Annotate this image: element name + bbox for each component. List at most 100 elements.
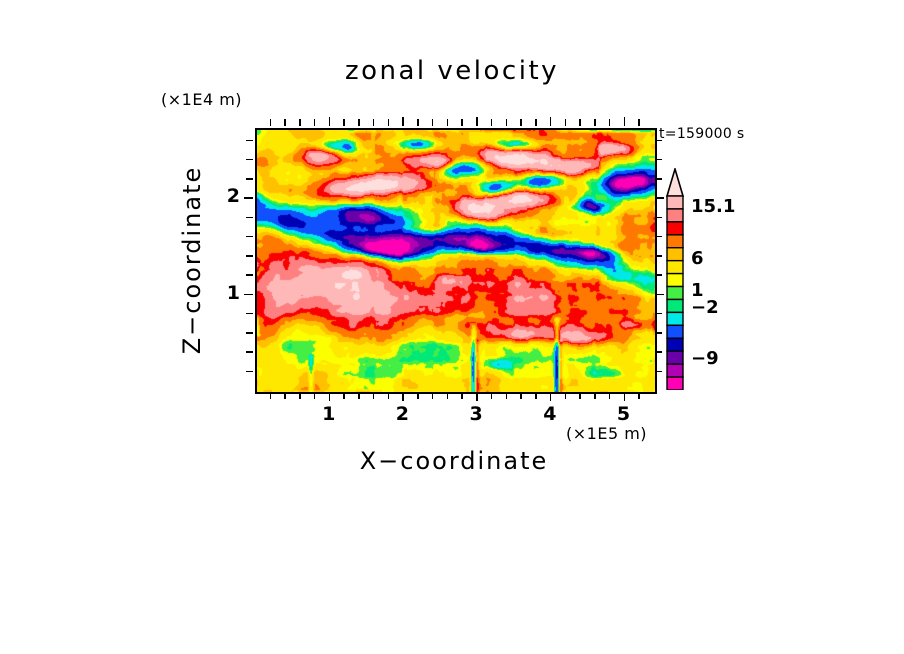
y-axis-minor-tick — [246, 312, 253, 315]
y-axis-minor-tick-right — [655, 312, 662, 315]
colorbar-band — [666, 272, 684, 288]
colorbar-tick-label: 6 — [691, 248, 704, 269]
x-axis-minor-tick — [490, 392, 493, 399]
y-axis-minor-tick — [246, 235, 253, 238]
y-axis-minor-tick — [246, 351, 253, 353]
x-axis-minor-tick-top — [299, 119, 301, 126]
y-axis-minor-tick-right — [655, 370, 662, 373]
y-axis-major-tick-right — [655, 293, 664, 296]
x-axis-minor-tick-top — [358, 119, 360, 126]
colorbar-band — [666, 259, 684, 275]
x-axis-minor-tick — [446, 392, 449, 399]
x-axis-minor-tick-top — [564, 119, 567, 126]
x-axis-major-tick-top — [402, 117, 404, 126]
colorbar — [664, 168, 686, 390]
x-axis-minor-tick-top — [417, 119, 419, 126]
y-axis-minor-tick — [246, 255, 253, 257]
y-axis-minor-tick — [246, 158, 253, 161]
x-axis-tick-label: 5 — [616, 403, 631, 425]
x-axis-tick-label: 3 — [469, 403, 483, 425]
time-stamp: t=159000 s — [659, 126, 745, 142]
page-title: zonal velocity — [344, 56, 560, 86]
colorbar-swatches — [665, 168, 685, 390]
x-axis-major-tick — [549, 392, 552, 401]
x-axis-minor-tick-top — [343, 119, 345, 126]
x-axis-major-tick-top — [549, 117, 552, 126]
x-axis-major-tick-top — [476, 117, 478, 126]
y-axis-minor-tick — [246, 216, 253, 219]
y-axis-minor-tick-right — [655, 274, 662, 276]
colorbar-tick-label: −2 — [691, 297, 719, 318]
y-axis-tick-label: 1 — [226, 281, 240, 304]
y-axis-major-tick-right — [655, 197, 664, 199]
x-axis-minor-tick — [313, 392, 316, 399]
y-axis-minor-tick — [246, 370, 253, 373]
colorbar-band — [666, 350, 684, 365]
x-axis-minor-tick — [417, 392, 419, 399]
x-axis-minor-tick — [638, 392, 640, 399]
x-axis-title: X−coordinate — [359, 447, 549, 475]
x-axis-minor-tick — [387, 392, 390, 399]
y-axis-minor-tick-right — [655, 178, 662, 180]
x-axis-minor-tick — [372, 392, 375, 399]
colorbar-band — [666, 311, 684, 327]
y-axis-minor-tick-right — [655, 255, 662, 257]
x-axis-minor-tick — [505, 392, 508, 399]
y-axis-minor-tick-right — [655, 158, 662, 161]
x-axis-minor-tick — [343, 392, 345, 399]
colorbar-band — [666, 376, 684, 390]
colorbar-tick-label: −9 — [691, 348, 719, 369]
x-axis-unit-annotation: (×1E5 m) — [566, 424, 648, 443]
x-axis-minor-tick — [431, 392, 434, 399]
x-axis-major-tick — [476, 392, 478, 401]
colorbar-band — [666, 221, 684, 236]
x-axis-tick-label: 2 — [395, 403, 410, 425]
y-axis-minor-tick-right — [655, 139, 662, 142]
y-axis-minor-tick-right — [655, 351, 662, 353]
x-axis-minor-tick-top — [520, 119, 522, 126]
y-axis-minor-tick — [246, 139, 253, 142]
x-axis-tick-label: 4 — [543, 403, 557, 425]
x-axis-minor-tick-top — [594, 119, 596, 126]
y-axis-major-tick — [244, 197, 253, 199]
y-axis-minor-tick-right — [655, 235, 662, 238]
x-axis-minor-tick-top — [446, 119, 449, 126]
x-axis-major-tick-top — [623, 117, 626, 126]
x-axis-minor-tick — [535, 392, 537, 399]
colorbar-band — [666, 234, 684, 249]
y-axis-minor-tick-right — [655, 216, 662, 219]
x-axis-minor-tick-top — [269, 119, 272, 126]
y-axis-minor-tick — [246, 178, 253, 180]
x-axis-major-tick — [623, 392, 626, 401]
colorbar-band — [666, 247, 684, 262]
colorbar-band — [666, 285, 684, 301]
x-axis-major-tick-top — [328, 117, 331, 126]
x-axis-minor-tick-top — [535, 119, 537, 126]
x-axis-minor-tick — [579, 392, 581, 399]
colorbar-band — [666, 298, 684, 314]
x-axis-minor-tick — [461, 392, 463, 399]
x-axis-minor-tick-top — [387, 119, 390, 126]
x-axis-minor-tick — [269, 392, 272, 399]
colorbar-tick-label: 1 — [691, 280, 704, 301]
y-axis-title: Z−coordinate — [178, 165, 206, 355]
x-axis-minor-tick-top — [638, 119, 640, 126]
x-axis-minor-tick — [284, 392, 286, 399]
x-axis-minor-tick — [564, 392, 567, 399]
colorbar-band — [666, 208, 684, 223]
velocity-field-canvas — [257, 130, 655, 392]
x-axis-minor-tick-top — [490, 119, 493, 126]
y-axis-minor-tick-right — [655, 332, 662, 334]
x-axis-minor-tick-top — [461, 119, 463, 126]
x-axis-minor-tick-top — [372, 119, 375, 126]
x-axis-minor-tick-top — [579, 119, 581, 126]
y-axis-tick-label: 2 — [226, 185, 240, 208]
x-axis-minor-tick — [299, 392, 301, 399]
colorbar-band — [666, 195, 684, 210]
z-axis-unit-annotation: (×1E4 m) — [161, 90, 243, 109]
colorbar-band — [666, 363, 684, 378]
x-axis-minor-tick-top — [505, 119, 508, 126]
x-axis-minor-tick-top — [608, 119, 611, 126]
x-axis-minor-tick — [608, 392, 611, 399]
colorbar-band — [666, 324, 684, 339]
